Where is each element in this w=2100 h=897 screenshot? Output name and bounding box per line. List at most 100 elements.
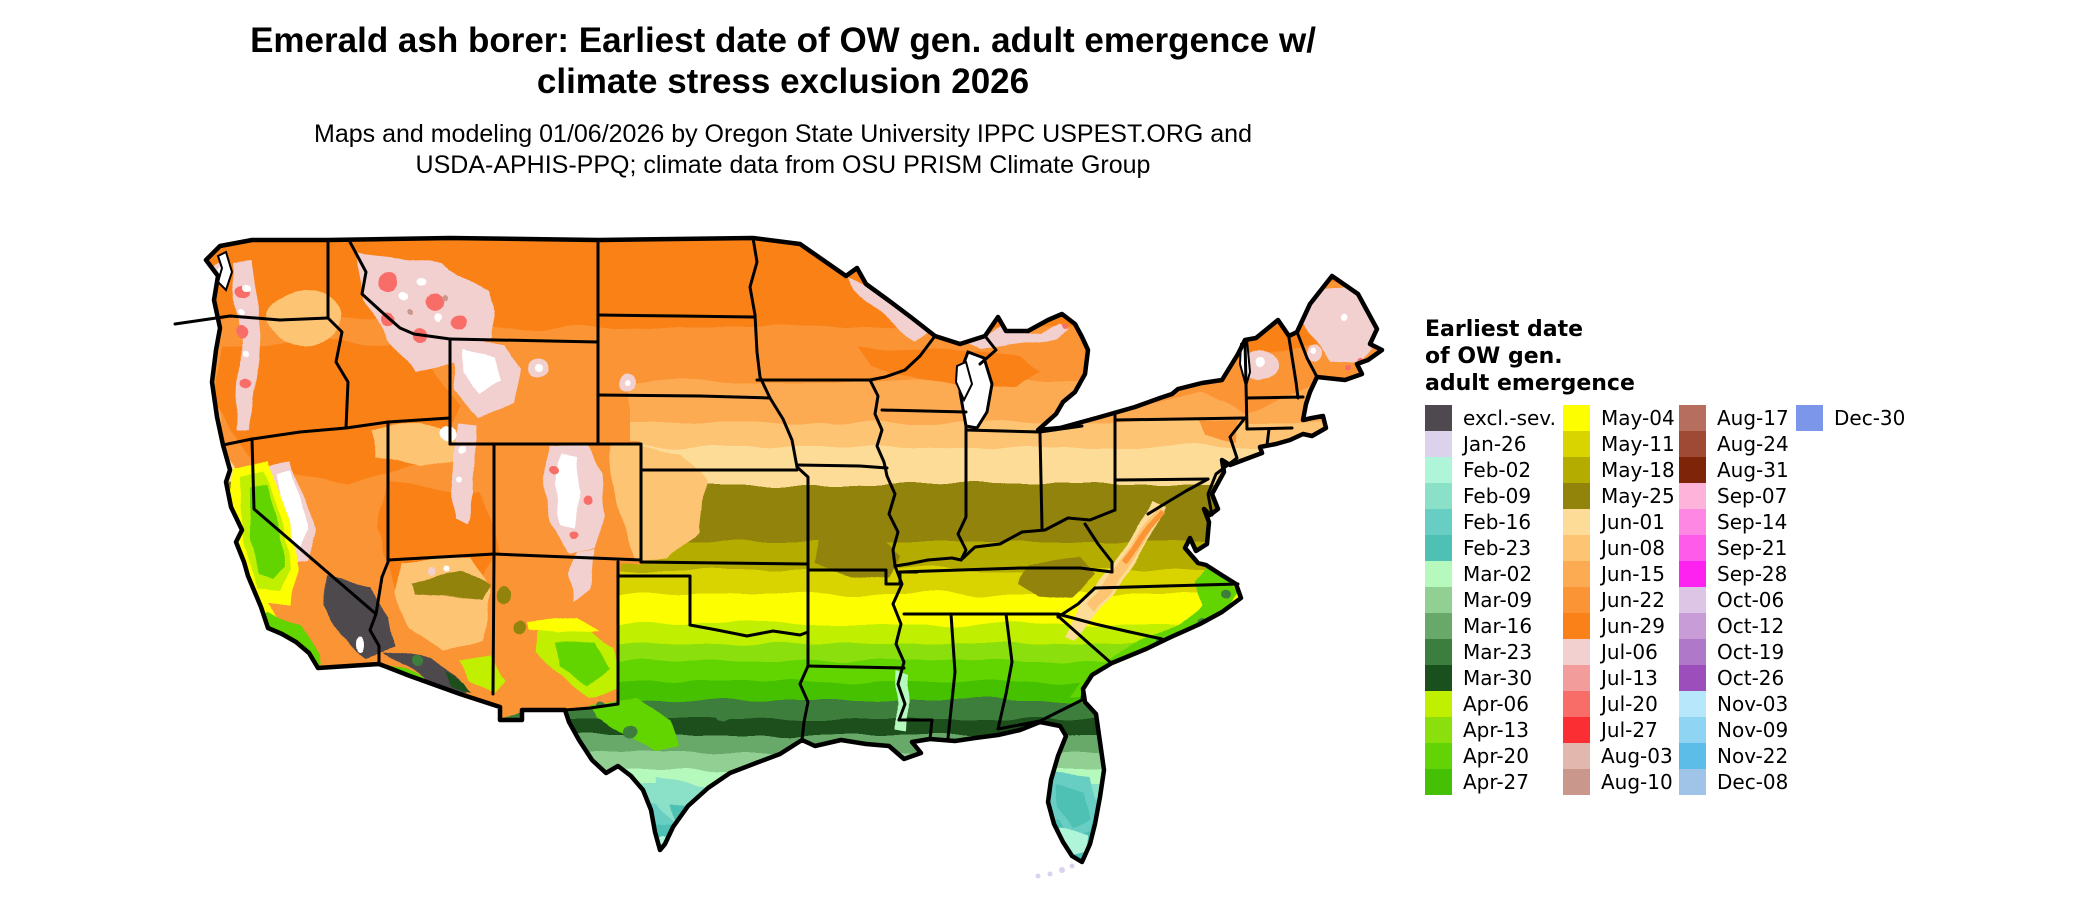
legend-item: Apr-13: [1425, 717, 1556, 743]
legend-item: Jan-26: [1425, 431, 1556, 457]
color-swatch: [1679, 639, 1706, 665]
color-swatch: [1425, 561, 1452, 587]
legend-label: May-11: [1601, 432, 1675, 456]
color-swatch: [1425, 665, 1452, 691]
legend-label: Nov-22: [1717, 744, 1789, 768]
legend-item: Feb-16: [1425, 509, 1556, 535]
legend-column: May-04 May-11 May-18 May-25 Jun-01 Jun-08 Jun-…: [1563, 405, 1675, 795]
legend-item: Nov-03: [1679, 691, 1789, 717]
legend-item: Jul-27: [1563, 717, 1675, 743]
color-swatch: [1425, 457, 1452, 483]
color-swatch: [1563, 691, 1590, 717]
legend-item: Jun-08: [1563, 535, 1675, 561]
legend-item: Dec-30: [1796, 405, 1905, 431]
legend-column: excl.-sev. Jan-26 Feb-02 Feb-09 Feb-16 Feb-23…: [1425, 405, 1556, 795]
color-swatch: [1679, 769, 1706, 795]
legend-label: excl.-sev.: [1463, 406, 1556, 430]
legend-label: Apr-06: [1463, 692, 1529, 716]
color-swatch: [1679, 717, 1706, 743]
legend-item: Dec-08: [1679, 769, 1789, 795]
color-swatch: [1796, 405, 1823, 431]
legend-item: Apr-27: [1425, 769, 1556, 795]
legend-label: May-18: [1601, 458, 1675, 482]
legend-label: Mar-02: [1463, 562, 1533, 586]
legend-label: Jun-29: [1601, 614, 1665, 638]
us-map: [160, 232, 1400, 892]
map-subtitle-line1: Maps and modeling 01/06/2026 by Oregon S…: [314, 120, 1252, 148]
legend: Earliest date of OW gen. adult emergence…: [1425, 316, 2025, 795]
legend-label: Aug-03: [1601, 744, 1673, 768]
color-swatch: [1563, 535, 1590, 561]
map-title-line2: climate stress exclusion 2026: [536, 62, 1030, 101]
legend-label: Aug-24: [1717, 432, 1789, 456]
header: Emerald ash borer: Earliest date of OW g…: [0, 20, 1566, 181]
legend-label: May-25: [1601, 484, 1675, 508]
color-swatch: [1563, 457, 1590, 483]
us-map-svg: [173, 235, 1385, 879]
legend-label: Feb-23: [1463, 536, 1532, 560]
color-swatch: [1425, 639, 1452, 665]
color-swatch: [1679, 587, 1706, 613]
legend-item: Feb-09: [1425, 483, 1556, 509]
legend-item: May-11: [1563, 431, 1675, 457]
color-swatch: [1425, 769, 1452, 795]
color-swatch: [1679, 613, 1706, 639]
legend-label: Aug-31: [1717, 458, 1789, 482]
legend-item: May-18: [1563, 457, 1675, 483]
legend-item: Jul-06: [1563, 639, 1675, 665]
legend-label: Dec-08: [1717, 770, 1789, 794]
us-outline: [203, 235, 1385, 865]
color-swatch: [1425, 535, 1452, 561]
color-swatch: [1425, 691, 1452, 717]
color-swatch: [1679, 431, 1706, 457]
color-swatch: [1679, 561, 1706, 587]
legend-item: Oct-19: [1679, 639, 1789, 665]
color-swatch: [1425, 405, 1452, 431]
legend-item: Oct-12: [1679, 613, 1789, 639]
legend-label: Apr-27: [1463, 770, 1529, 794]
legend-item: Sep-07: [1679, 483, 1789, 509]
legend-label: Sep-07: [1717, 484, 1788, 508]
color-swatch: [1563, 509, 1590, 535]
legend-item: Jun-15: [1563, 561, 1675, 587]
map-fill-layer: [206, 238, 1382, 862]
legend-item: Jun-01: [1563, 509, 1675, 535]
legend-item: Aug-17: [1679, 405, 1789, 431]
legend-item: May-04: [1563, 405, 1675, 431]
legend-label: Aug-17: [1717, 406, 1789, 430]
color-swatch: [1425, 717, 1452, 743]
legend-item: Mar-23: [1425, 639, 1556, 665]
color-swatch: [1563, 613, 1590, 639]
legend-label: May-04: [1601, 406, 1675, 430]
legend-item: Sep-21: [1679, 535, 1789, 561]
legend-item: Mar-16: [1425, 613, 1556, 639]
legend-item: Aug-31: [1679, 457, 1789, 483]
legend-item: Jun-22: [1563, 587, 1675, 613]
legend-item: Feb-23: [1425, 535, 1556, 561]
florida-keys: [1035, 863, 1075, 879]
legend-item: Nov-22: [1679, 743, 1789, 769]
color-swatch: [1563, 665, 1590, 691]
color-swatch: [1425, 509, 1452, 535]
color-swatch: [1679, 535, 1706, 561]
legend-item: Aug-03: [1563, 743, 1675, 769]
color-swatch: [1425, 743, 1452, 769]
legend-label: Dec-30: [1834, 406, 1906, 430]
legend-label: Mar-16: [1463, 614, 1533, 638]
legend-label: Sep-14: [1717, 510, 1788, 534]
color-swatch: [1679, 483, 1706, 509]
legend-label: Feb-16: [1463, 510, 1532, 534]
legend-label: Sep-28: [1717, 562, 1788, 586]
legend-item: Jul-13: [1563, 665, 1675, 691]
legend-item: Jul-20: [1563, 691, 1675, 717]
legend-item: Jun-29: [1563, 613, 1675, 639]
legend-label: Jul-13: [1601, 666, 1658, 690]
map-subtitle: Maps and modeling 01/06/2026 by Oregon S…: [0, 119, 1566, 181]
color-swatch: [1563, 717, 1590, 743]
legend-label: Jul-06: [1601, 640, 1658, 664]
legend-label: Apr-20: [1463, 744, 1529, 768]
state-borders: [173, 236, 1319, 742]
legend-label: Oct-19: [1717, 640, 1785, 664]
color-swatch: [1679, 743, 1706, 769]
